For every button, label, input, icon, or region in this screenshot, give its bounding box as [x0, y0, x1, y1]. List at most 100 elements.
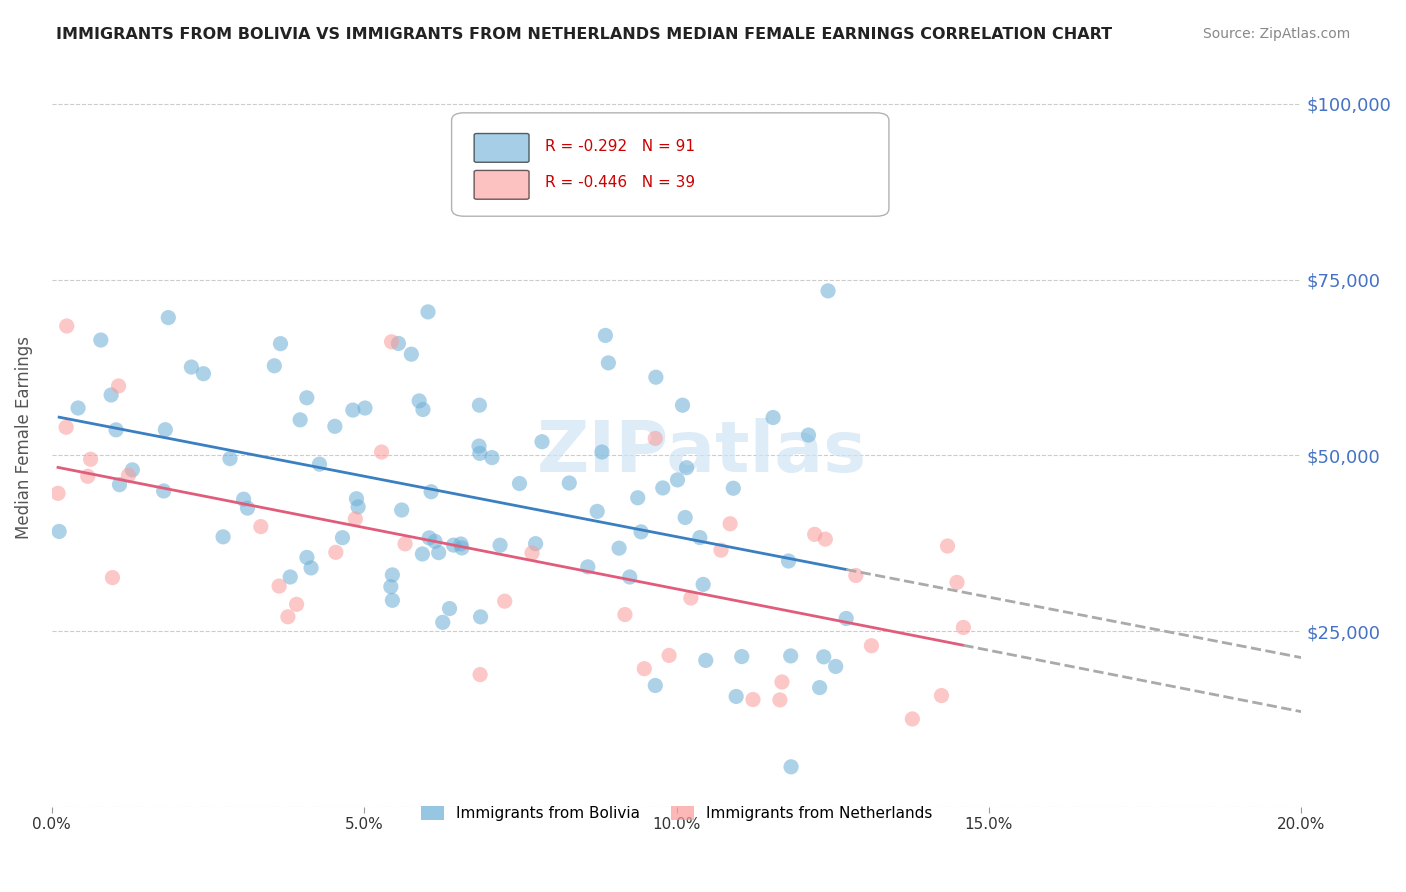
- Point: [381, 593, 404, 607]
- Point: [530, 434, 553, 449]
- Point: [105, 423, 128, 437]
- Point: [411, 547, 433, 561]
- Point: [860, 639, 883, 653]
- Text: ZIPatlas: ZIPatlas: [537, 418, 866, 487]
- Point: [370, 445, 392, 459]
- Point: [387, 336, 409, 351]
- Point: [742, 692, 765, 706]
- Point: [232, 492, 254, 507]
- Point: [381, 567, 404, 582]
- Text: R = -0.446   N = 39: R = -0.446 N = 39: [546, 176, 696, 191]
- Point: [295, 550, 318, 565]
- Point: [644, 678, 666, 692]
- Point: [121, 463, 143, 477]
- Point: [76, 469, 98, 483]
- Point: [344, 512, 367, 526]
- Point: [193, 367, 215, 381]
- Point: [46, 486, 69, 500]
- FancyBboxPatch shape: [451, 112, 889, 216]
- Point: [508, 476, 530, 491]
- Point: [236, 501, 259, 516]
- Point: [278, 570, 301, 584]
- Point: [263, 359, 285, 373]
- Point: [780, 760, 803, 774]
- Point: [468, 439, 491, 453]
- Point: [673, 510, 696, 524]
- Point: [671, 398, 693, 412]
- Point: [723, 481, 745, 495]
- Point: [644, 431, 666, 445]
- Point: [288, 413, 311, 427]
- Point: [323, 419, 346, 434]
- Point: [607, 541, 630, 556]
- Point: [689, 531, 711, 545]
- Point: [380, 580, 402, 594]
- Point: [630, 524, 652, 539]
- Point: [718, 516, 741, 531]
- Point: [107, 379, 129, 393]
- Point: [814, 532, 837, 546]
- Point: [824, 659, 846, 673]
- Point: [595, 328, 617, 343]
- Point: [778, 554, 800, 568]
- Point: [391, 503, 413, 517]
- Point: [295, 391, 318, 405]
- Point: [524, 536, 547, 550]
- Point: [408, 393, 430, 408]
- Point: [576, 559, 599, 574]
- Point: [277, 609, 299, 624]
- Point: [212, 530, 235, 544]
- Point: [813, 649, 835, 664]
- Point: [769, 693, 792, 707]
- Point: [325, 545, 347, 559]
- Point: [481, 450, 503, 465]
- Point: [952, 620, 974, 634]
- Point: [152, 483, 174, 498]
- Point: [803, 527, 825, 541]
- Point: [633, 662, 655, 676]
- Point: [468, 667, 491, 681]
- Point: [394, 537, 416, 551]
- Text: R = -0.292   N = 91: R = -0.292 N = 91: [546, 138, 696, 153]
- Point: [346, 491, 368, 506]
- Point: [695, 653, 717, 667]
- Point: [931, 689, 953, 703]
- Point: [731, 649, 754, 664]
- Point: [489, 538, 512, 552]
- Point: [342, 403, 364, 417]
- Point: [90, 333, 112, 347]
- Point: [439, 601, 461, 615]
- Text: Source: ZipAtlas.com: Source: ZipAtlas.com: [1202, 27, 1350, 41]
- Point: [651, 481, 673, 495]
- Point: [79, 452, 101, 467]
- Point: [450, 537, 472, 551]
- Point: [250, 519, 273, 533]
- Point: [101, 571, 124, 585]
- Point: [380, 334, 402, 349]
- Point: [675, 460, 697, 475]
- Point: [619, 570, 641, 584]
- Point: [679, 591, 702, 605]
- Point: [401, 347, 423, 361]
- Point: [817, 284, 839, 298]
- Legend: Immigrants from Bolivia, Immigrants from Netherlands: Immigrants from Bolivia, Immigrants from…: [415, 800, 938, 827]
- Y-axis label: Median Female Earnings: Median Female Earnings: [15, 336, 32, 540]
- Point: [936, 539, 959, 553]
- Point: [470, 610, 492, 624]
- Point: [180, 359, 202, 374]
- Point: [835, 611, 858, 625]
- Point: [468, 398, 491, 412]
- Point: [586, 504, 609, 518]
- Point: [48, 524, 70, 539]
- Point: [613, 607, 636, 622]
- Point: [423, 534, 446, 549]
- Point: [494, 594, 516, 608]
- Point: [845, 568, 868, 582]
- Point: [157, 310, 180, 325]
- Point: [558, 475, 581, 490]
- Point: [55, 420, 77, 434]
- Point: [416, 305, 439, 319]
- Point: [450, 541, 472, 555]
- FancyBboxPatch shape: [474, 170, 529, 199]
- Point: [779, 648, 801, 663]
